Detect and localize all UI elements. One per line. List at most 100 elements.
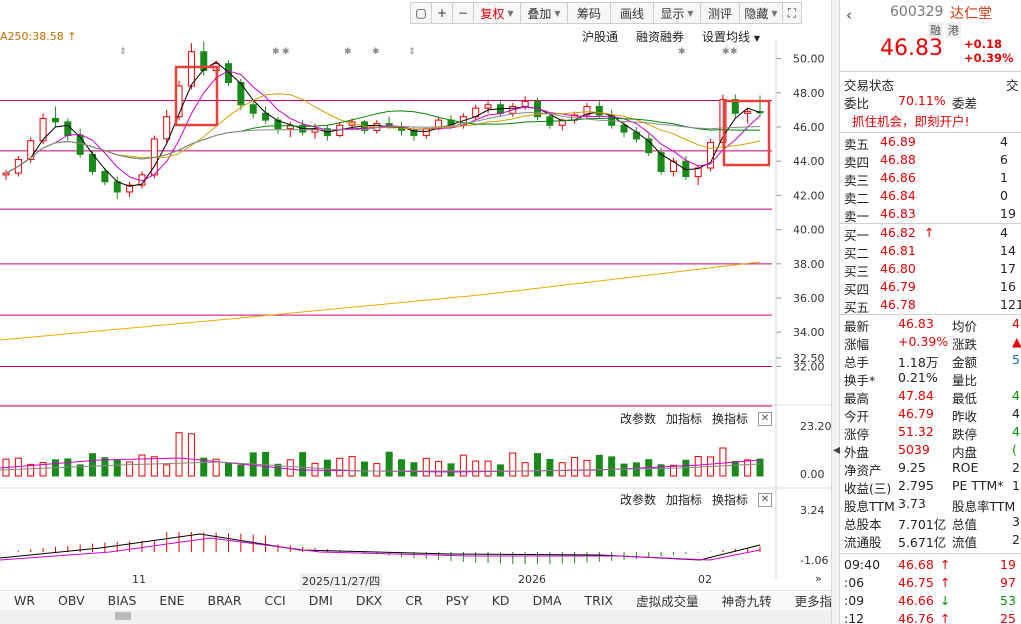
add-indicator-button[interactable]: 加指标 bbox=[666, 412, 703, 426]
panel-splitter[interactable]: ◀ bbox=[831, 0, 841, 624]
price-axis-label: 34.00 bbox=[793, 326, 825, 339]
indicator-tab[interactable]: ENE bbox=[159, 593, 185, 608]
stat-value: ( bbox=[1012, 442, 1017, 457]
candle-body bbox=[163, 116, 171, 140]
moving-average-line bbox=[5, 93, 761, 174]
indicator-tab[interactable]: OBV bbox=[58, 593, 85, 608]
draw-line-button[interactable]: 画线 bbox=[610, 2, 654, 24]
volume-bar bbox=[583, 459, 591, 477]
volume-bar bbox=[694, 455, 702, 477]
sell-orders: 卖五 46.89 4 卖四 46.88 6 卖三 46.86 1 卖二 46.84 0 卖一 46.83 1… bbox=[840, 132, 1021, 224]
close-icon[interactable]: ✕ bbox=[758, 411, 773, 426]
chips-button[interactable]: 筹码 bbox=[567, 2, 611, 24]
close-icon[interactable]: ✕ bbox=[758, 492, 773, 507]
buy-order-row: 买五 46.78 121 bbox=[840, 296, 1021, 315]
macd-dea-line bbox=[0, 537, 761, 561]
volume-ma-line bbox=[0, 461, 761, 472]
stat-value: 25. bbox=[1012, 460, 1021, 475]
candle-body bbox=[126, 184, 134, 193]
change-percent: +0.39% bbox=[964, 51, 1014, 65]
stock-name[interactable]: 达仁堂 bbox=[950, 6, 992, 22]
stat-value: 47.84 bbox=[898, 388, 934, 403]
stat-value: ▲ bbox=[1012, 334, 1021, 349]
hsgt-link[interactable]: 沪股通 bbox=[582, 30, 619, 44]
volume-bar bbox=[534, 453, 542, 477]
candle-body bbox=[224, 63, 232, 83]
back-icon[interactable]: ‹ bbox=[846, 6, 852, 24]
indicator-tab[interactable]: DKX bbox=[355, 593, 383, 608]
indicator-tab[interactable]: WR bbox=[14, 593, 36, 608]
kline-chart-area[interactable]: 50.00 48.00 46.00 44.00 42.00 40.00 38.00 36.00… bbox=[0, 40, 831, 600]
volume-bar bbox=[571, 457, 579, 477]
horizontal-scrollbar[interactable] bbox=[0, 610, 831, 624]
order-label: 卖五 bbox=[844, 137, 870, 152]
indicator-tab[interactable]: 虚拟成交量 bbox=[636, 594, 699, 609]
collapse-left-icon[interactable]: ◀ bbox=[833, 445, 841, 456]
change-params-button[interactable]: 改参数 bbox=[620, 412, 657, 426]
candle-body bbox=[286, 124, 294, 130]
event-marker-icon: ⇕ bbox=[119, 47, 127, 57]
display-button[interactable]: 显示 ▼ bbox=[653, 2, 701, 24]
volume-bar bbox=[620, 463, 628, 477]
evaluate-label: 测评 bbox=[707, 6, 732, 21]
indicator-tab[interactable]: KD bbox=[491, 593, 510, 608]
volume-axis-label: 0.00 bbox=[800, 468, 825, 481]
tick-price: 46.66 bbox=[898, 593, 934, 608]
volume-bar bbox=[459, 454, 467, 477]
plus-icon[interactable]: + bbox=[431, 2, 453, 24]
indicator-tab[interactable]: BIAS bbox=[107, 593, 137, 608]
stat-row: 换手* 0.21% 量比 bbox=[840, 369, 1021, 388]
stat-label: 总手 bbox=[844, 355, 870, 370]
volume-bar bbox=[719, 447, 727, 477]
candle-body bbox=[620, 124, 628, 133]
stat-row: 涨停 51.32 跌停 4 bbox=[840, 423, 1021, 442]
expand-icon[interactable]: ⛶ bbox=[782, 2, 802, 24]
add-indicator-button[interactable]: 加指标 bbox=[666, 493, 703, 507]
date-label: 02 bbox=[698, 573, 712, 586]
square-refresh-icon[interactable]: ▢ bbox=[410, 2, 432, 24]
indicator-tab[interactable]: 神奇九转 bbox=[721, 594, 772, 609]
weibi-value: 70.11% bbox=[898, 93, 946, 108]
margin-link[interactable]: 融资融券 bbox=[636, 30, 685, 44]
swap-indicator-button[interactable]: 换指标 bbox=[712, 493, 749, 507]
indicator-tab[interactable]: CCI bbox=[264, 593, 286, 608]
order-volume: 0 bbox=[1000, 188, 1008, 203]
tick-arrow-icon: ↓ bbox=[940, 593, 951, 608]
chevron-down-icon: ▼ bbox=[554, 8, 561, 18]
stat-label: 量比 bbox=[952, 373, 978, 388]
volume-indicator-tools: 改参数 加指标 换指标 ✕ bbox=[620, 410, 773, 427]
candle-body bbox=[521, 100, 529, 107]
change-params-button[interactable]: 改参数 bbox=[620, 493, 657, 507]
minus-icon[interactable]: − bbox=[452, 2, 474, 24]
volume-bar bbox=[558, 462, 566, 477]
hide-button[interactable]: 隐藏 ▼ bbox=[739, 2, 783, 24]
overlay-button[interactable]: 叠加 ▼ bbox=[520, 2, 568, 24]
volume-bar bbox=[39, 462, 47, 477]
candle-body bbox=[731, 99, 739, 114]
indicator-tab[interactable]: CR bbox=[405, 593, 423, 608]
indicator-tab[interactable]: PSY bbox=[445, 593, 469, 608]
scroll-thumb[interactable] bbox=[115, 612, 131, 620]
tick-arrow-icon: ↑ bbox=[940, 557, 951, 572]
stat-label: 流通股 bbox=[844, 535, 882, 550]
indicator-tab[interactable]: DMA bbox=[532, 593, 562, 608]
ma-settings-link[interactable]: 设置均线 ▼ bbox=[702, 28, 760, 45]
price-change: +0.18 +0.39% bbox=[964, 37, 1014, 65]
indicator-tab[interactable]: TRIX bbox=[584, 593, 614, 608]
fuquan-button[interactable]: 复权 ▼ bbox=[473, 2, 521, 24]
volume-bar bbox=[546, 458, 554, 477]
date-label: 11 bbox=[132, 573, 146, 586]
swap-indicator-button[interactable]: 换指标 bbox=[712, 412, 749, 426]
indicator-tab[interactable]: BRAR bbox=[207, 593, 242, 608]
double-chevron-right-icon[interactable]: » bbox=[815, 572, 822, 585]
open-account-ad-link[interactable]: 抓住机会，即刻开户! bbox=[852, 114, 970, 129]
stat-label: 涨跌 bbox=[952, 337, 978, 352]
candle-body bbox=[64, 121, 72, 137]
order-price: 46.78 bbox=[880, 297, 916, 312]
evaluate-button[interactable]: 测评 bbox=[700, 2, 740, 24]
up-arrow-icon: ↑ bbox=[67, 30, 77, 43]
quote-panel: ‹ 600329 达仁堂 融 港 46.83 +0.18 +0.39% 交易状态 … bbox=[840, 0, 1021, 624]
indicator-tab[interactable]: DMI bbox=[308, 593, 333, 608]
candle-body bbox=[101, 170, 109, 183]
